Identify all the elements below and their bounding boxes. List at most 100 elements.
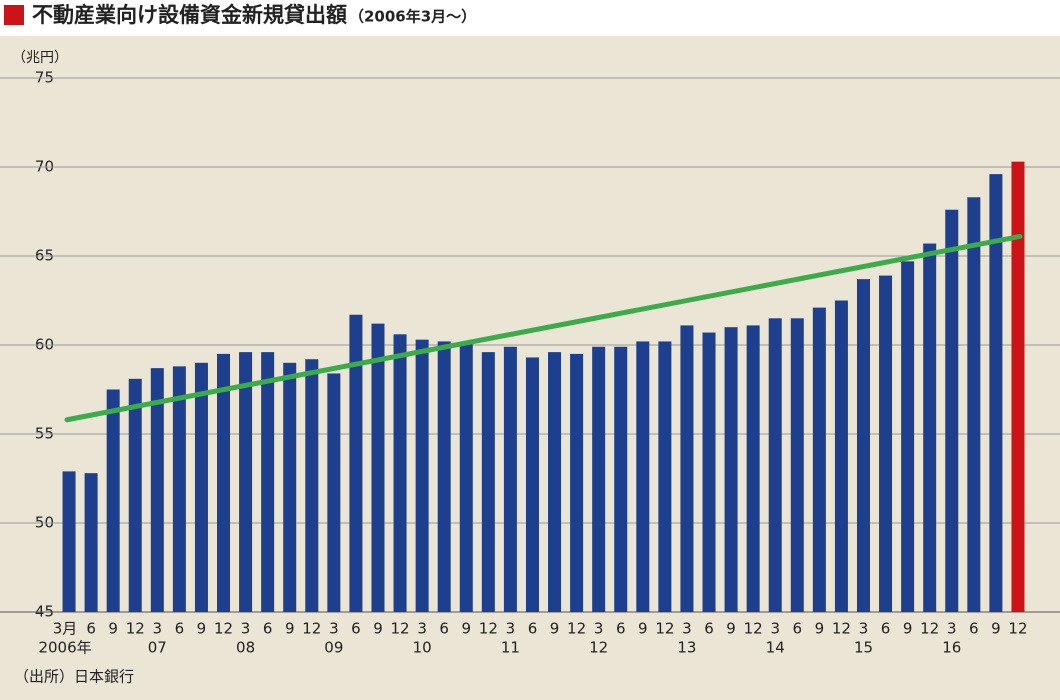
- bar: [305, 359, 319, 612]
- x-tick-label: 6: [351, 620, 361, 638]
- title-marker: [4, 5, 24, 25]
- bar: [194, 362, 208, 612]
- x-tick-label: 12: [214, 620, 233, 638]
- year-label: 08: [236, 639, 255, 657]
- bar: [834, 300, 848, 612]
- x-tick-label: 3月: [53, 620, 78, 638]
- bar: [768, 318, 782, 612]
- source-note: （出所）日本銀行: [14, 668, 134, 686]
- bar: [658, 341, 672, 612]
- bar: [548, 352, 562, 612]
- bar: [371, 323, 385, 612]
- bar: [459, 343, 473, 612]
- x-tick-label: 6: [86, 620, 96, 638]
- bar: [128, 378, 142, 612]
- bar: [349, 314, 363, 612]
- x-tick-label: 6: [969, 620, 979, 638]
- x-tick-label: 3: [241, 620, 251, 638]
- chart-subtitle: （2006年3月〜）: [349, 8, 476, 26]
- x-tick-label: 12: [567, 620, 586, 638]
- x-tick-label: 9: [638, 620, 648, 638]
- year-label: 2006年: [38, 639, 91, 657]
- x-tick-label: 6: [175, 620, 185, 638]
- x-tick-label: 9: [991, 620, 1001, 638]
- x-tick-label: 3: [153, 620, 163, 638]
- bar: [150, 368, 164, 612]
- x-tick-label: 9: [550, 620, 560, 638]
- x-tick-label: 6: [439, 620, 449, 638]
- x-tick-label: 9: [815, 620, 825, 638]
- bar: [746, 325, 760, 612]
- bar: [856, 279, 870, 612]
- x-tick-label: 12: [479, 620, 498, 638]
- bar: [239, 352, 253, 612]
- bar: [614, 346, 628, 612]
- year-label: 12: [589, 639, 608, 657]
- x-tick-label: 12: [920, 620, 939, 638]
- bar: [879, 275, 893, 612]
- x-tick-label: 6: [704, 620, 714, 638]
- bar: [945, 209, 959, 612]
- chart-title: 不動産業向け設備資金新規貸出額: [32, 3, 347, 27]
- y-axis-label: （兆円）: [12, 50, 68, 66]
- bar: [503, 346, 517, 612]
- bar: [1011, 161, 1025, 612]
- bar: [415, 339, 429, 612]
- bar: [967, 197, 981, 612]
- bar: [217, 353, 231, 612]
- x-tick-label: 9: [108, 620, 118, 638]
- x-tick-label: 12: [391, 620, 410, 638]
- bar: [570, 353, 584, 612]
- bar: [724, 327, 738, 612]
- x-tick-label: 3: [329, 620, 339, 638]
- x-tick-label: 3: [770, 620, 780, 638]
- x-tick-label: 3: [506, 620, 516, 638]
- bar: [172, 366, 186, 612]
- bar: [790, 318, 804, 612]
- x-tick-label: 9: [285, 620, 295, 638]
- x-tick-label: 6: [528, 620, 538, 638]
- x-tick-label: 3: [859, 620, 869, 638]
- bar: [84, 473, 98, 612]
- year-label: 14: [766, 639, 785, 657]
- year-label: 15: [854, 639, 873, 657]
- x-tick-label: 9: [903, 620, 913, 638]
- bar: [901, 261, 915, 612]
- bar: [989, 174, 1003, 612]
- x-tick-label: 12: [126, 620, 145, 638]
- bar: [106, 389, 120, 612]
- x-tick-label: 9: [726, 620, 736, 638]
- x-tick-label: 9: [373, 620, 383, 638]
- x-tick-label: 6: [881, 620, 891, 638]
- x-tick-label: 3: [594, 620, 604, 638]
- year-label: 11: [501, 639, 520, 657]
- bar: [636, 341, 650, 612]
- year-label: 13: [677, 639, 696, 657]
- x-tick-label: 12: [744, 620, 763, 638]
- x-tick-label: 6: [263, 620, 273, 638]
- bar: [812, 307, 826, 612]
- bar: [261, 352, 275, 612]
- x-tick-label: 9: [461, 620, 471, 638]
- bar: [481, 352, 495, 612]
- x-tick-label: 12: [302, 620, 321, 638]
- x-tick-label: 9: [197, 620, 207, 638]
- x-tick-label: 12: [655, 620, 674, 638]
- bar: [923, 243, 937, 613]
- bar: [283, 362, 297, 612]
- bar: [62, 471, 76, 612]
- x-tick-label: 6: [616, 620, 626, 638]
- year-label: 16: [942, 639, 961, 657]
- bar: [393, 334, 407, 612]
- bar: [327, 373, 341, 612]
- x-tick-label: 12: [1008, 620, 1027, 638]
- year-label: 09: [324, 639, 343, 657]
- bar: [592, 346, 606, 612]
- x-tick-label: 12: [832, 620, 851, 638]
- x-tick-label: 3: [947, 620, 957, 638]
- bar: [680, 325, 694, 612]
- year-label: 10: [413, 639, 432, 657]
- x-tick-label: 3: [682, 620, 692, 638]
